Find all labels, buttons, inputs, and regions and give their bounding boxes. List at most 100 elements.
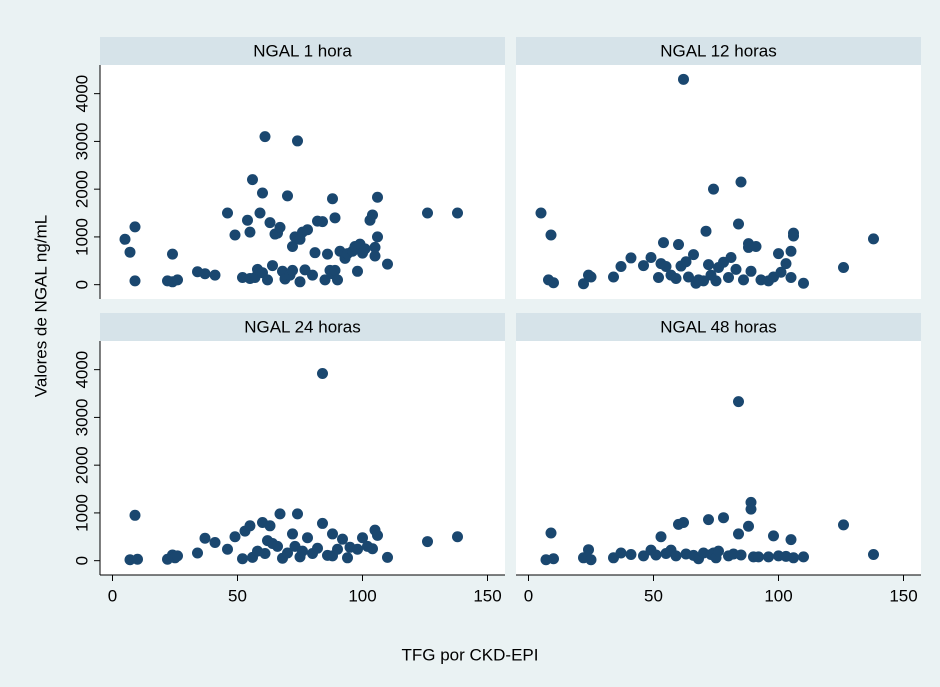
point (763, 551, 774, 563)
point (317, 216, 328, 228)
point (650, 549, 662, 561)
point (342, 552, 353, 564)
point (229, 531, 241, 543)
y-tick-label: 4000 (72, 351, 91, 389)
point (352, 265, 363, 277)
point (868, 548, 879, 560)
point (753, 551, 764, 563)
point (242, 214, 253, 226)
point (359, 243, 371, 255)
point (287, 240, 298, 252)
point (199, 532, 211, 544)
point (329, 264, 341, 276)
point (222, 207, 233, 219)
point (274, 221, 286, 233)
point (287, 264, 298, 276)
point (422, 536, 433, 548)
point (452, 207, 463, 219)
point (798, 277, 809, 289)
point (615, 261, 627, 273)
point (780, 258, 792, 270)
point (372, 191, 383, 203)
point (745, 265, 757, 277)
point (192, 547, 203, 559)
point (264, 520, 276, 532)
point (678, 73, 689, 85)
point (244, 226, 256, 238)
point (545, 527, 557, 539)
point (680, 256, 692, 268)
point (638, 550, 649, 562)
point (713, 545, 724, 557)
point (309, 247, 321, 259)
point (124, 246, 136, 258)
point (708, 183, 719, 195)
x-axis-label: TFG por CKD-EPI (402, 645, 539, 664)
point (329, 212, 341, 224)
point (382, 258, 393, 270)
plot-area (100, 65, 505, 299)
point (655, 531, 667, 543)
point (723, 272, 734, 284)
y-tick-label: 4000 (72, 75, 91, 113)
point (369, 250, 381, 262)
point (287, 528, 298, 540)
point (302, 532, 313, 544)
panel-title: NGAL 24 horas (244, 317, 361, 336)
point (372, 529, 383, 541)
panel-title: NGAL 48 horas (660, 317, 777, 336)
point (733, 396, 744, 408)
point (272, 540, 283, 552)
y-tick-label: 1000 (72, 494, 91, 532)
point (199, 268, 211, 280)
point (237, 553, 248, 565)
point (259, 131, 271, 143)
point (307, 269, 318, 281)
point (535, 207, 547, 219)
point (367, 543, 378, 555)
point (129, 221, 141, 233)
point (262, 274, 273, 286)
point (645, 251, 657, 263)
point (773, 248, 784, 260)
panel-title: NGAL 1 hora (253, 41, 352, 60)
point (703, 259, 714, 271)
point (452, 531, 463, 543)
point (703, 514, 714, 526)
point (743, 520, 754, 532)
point (608, 271, 619, 283)
point (838, 519, 849, 531)
x-tick-label: 150 (889, 586, 917, 605)
y-tick-label: 2000 (72, 170, 91, 208)
point (545, 229, 557, 241)
point (548, 277, 559, 289)
point (678, 516, 689, 528)
point (638, 260, 649, 272)
point (327, 528, 338, 540)
point (254, 207, 266, 219)
x-tick-label: 0 (524, 586, 533, 605)
point (730, 263, 742, 275)
point (222, 543, 233, 555)
point (294, 276, 306, 288)
point (167, 248, 178, 260)
point (785, 534, 797, 546)
point (738, 274, 749, 286)
point (585, 271, 597, 283)
point (422, 207, 433, 219)
point (688, 249, 699, 261)
point (209, 537, 221, 549)
point (615, 547, 627, 559)
x-tick-label: 50 (228, 586, 247, 605)
point (292, 508, 303, 520)
point (317, 517, 328, 529)
point (119, 233, 131, 245)
point (274, 508, 286, 520)
point (332, 274, 343, 286)
point (382, 551, 393, 563)
y-tick-label: 0 (72, 280, 91, 289)
point (172, 550, 183, 562)
point (259, 548, 271, 560)
point (372, 231, 383, 243)
